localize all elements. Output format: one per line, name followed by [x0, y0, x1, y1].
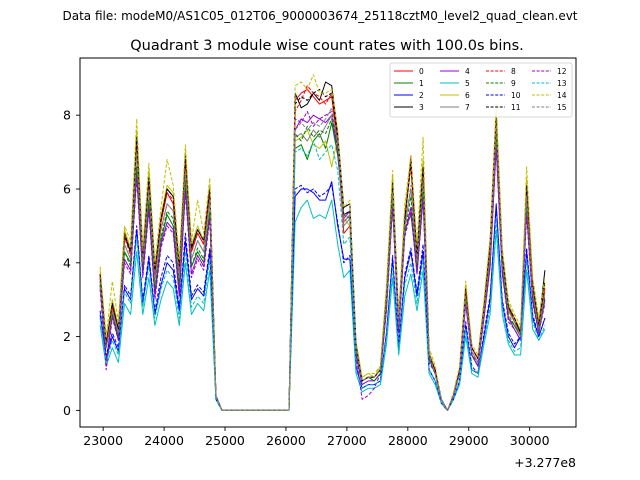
chart-suptitle: Data file: modeM0/AS1C05_012T06_90000036…: [62, 9, 577, 23]
x-axis: 23000 24000 25000 26000 27000 28000 29000 30000: [83, 427, 550, 448]
y-tick-label: 2: [63, 329, 71, 344]
legend-label-5: 5: [465, 79, 470, 88]
legend-label-2: 2: [419, 91, 424, 100]
series-line-13: [99, 140, 546, 411]
y-tick-label: 0: [63, 403, 71, 418]
x-tick-label: 29000: [449, 433, 489, 448]
series-line-10: [99, 184, 546, 411]
x-tick-label: 25000: [205, 433, 245, 448]
x-tick-label: 27000: [327, 433, 367, 448]
legend-label-3: 3: [419, 103, 424, 112]
y-tick-label: 4: [63, 255, 71, 270]
legend-label-10: 10: [511, 91, 521, 100]
series-layer: [99, 74, 546, 411]
legend-label-1: 1: [419, 79, 424, 88]
series-line-1: [99, 122, 546, 411]
x-tick-label: 23000: [83, 433, 123, 448]
legend-label-13: 13: [557, 79, 567, 88]
plot-frame: [79, 57, 577, 428]
legend-box: [389, 62, 573, 118]
series-line-14: [99, 74, 546, 411]
y-tick-label: 8: [63, 108, 71, 123]
x-tick-label: 30000: [510, 433, 550, 448]
legend-label-14: 14: [557, 91, 567, 100]
legend-label-7: 7: [465, 103, 470, 112]
x-tick-label: 26000: [266, 433, 306, 448]
legend-label-9: 9: [511, 79, 516, 88]
y-axis: 0 2 4 6 8: [63, 108, 80, 418]
chart-title: Quadrant 3 module wise count rates with …: [130, 38, 524, 54]
legend-label-6: 6: [465, 91, 470, 100]
series-line-2: [99, 181, 546, 411]
legend-label-4: 4: [465, 67, 470, 76]
legend-label-8: 8: [511, 67, 516, 76]
legend-label-0: 0: [419, 67, 424, 76]
legend-label-12: 12: [557, 67, 567, 76]
series-line-12: [99, 111, 546, 411]
x-tick-label: 24000: [144, 433, 184, 448]
legend-label-15: 15: [557, 103, 567, 112]
x-offset-label: +3.277e8: [514, 455, 576, 470]
x-tick-label: 28000: [388, 433, 428, 448]
legend-label-11: 11: [511, 103, 521, 112]
series-line-5: [99, 199, 546, 411]
series-line-9: [99, 118, 546, 411]
series-line-15: [99, 107, 546, 411]
y-tick-label: 6: [63, 181, 71, 196]
